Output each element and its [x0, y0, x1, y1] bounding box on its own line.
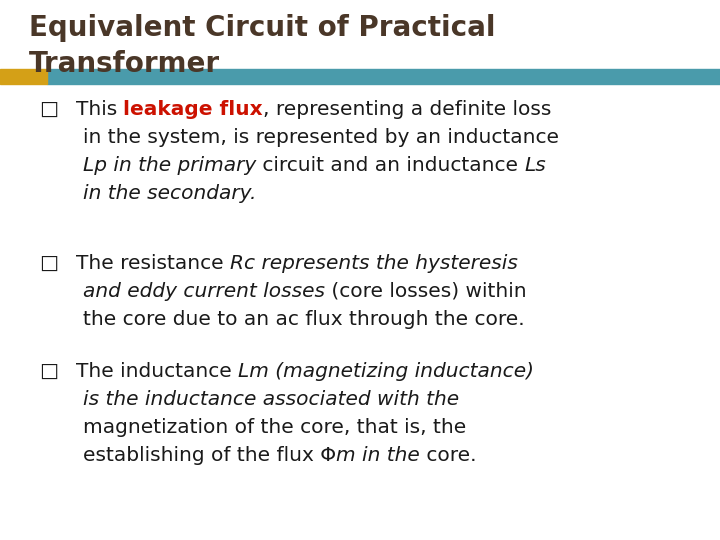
Text: Transformer: Transformer [29, 50, 220, 78]
Text: leakage flux: leakage flux [123, 100, 263, 119]
Text: Rc represents the hysteresis: Rc represents the hysteresis [230, 254, 518, 273]
Text: establishing of the flux Φ: establishing of the flux Φ [83, 446, 336, 465]
Text: magnetization of the core, that is, the: magnetization of the core, that is, the [83, 418, 466, 437]
Text: Lp in the primary: Lp in the primary [83, 156, 256, 175]
Text: m in the: m in the [336, 446, 420, 465]
Bar [47, 69, 720, 84]
Text: This: This [76, 100, 123, 119]
Bar [0, 69, 47, 84]
Text: The inductance: The inductance [76, 362, 238, 381]
Text: core.: core. [420, 446, 476, 465]
Text: in the secondary.: in the secondary. [83, 184, 256, 203]
Text: Ls: Ls [524, 156, 546, 175]
Text: in the system, is represented by an inductance: in the system, is represented by an indu… [83, 128, 559, 147]
Text: The resistance: The resistance [76, 254, 230, 273]
Text: □: □ [40, 100, 58, 119]
Text: □: □ [40, 254, 58, 273]
Text: Lm (magnetizing inductance): Lm (magnetizing inductance) [238, 362, 534, 381]
Text: (core losses) within: (core losses) within [325, 282, 526, 301]
Text: □: □ [40, 362, 58, 381]
Text: Equivalent Circuit of Practical: Equivalent Circuit of Practical [29, 14, 495, 42]
Text: circuit and an inductance: circuit and an inductance [256, 156, 524, 175]
Text: the core due to an ac flux through the core.: the core due to an ac flux through the c… [83, 310, 524, 329]
Text: , representing a definite loss: , representing a definite loss [263, 100, 552, 119]
Text: and eddy current losses: and eddy current losses [83, 282, 325, 301]
Text: is the inductance associated with the: is the inductance associated with the [83, 390, 459, 409]
